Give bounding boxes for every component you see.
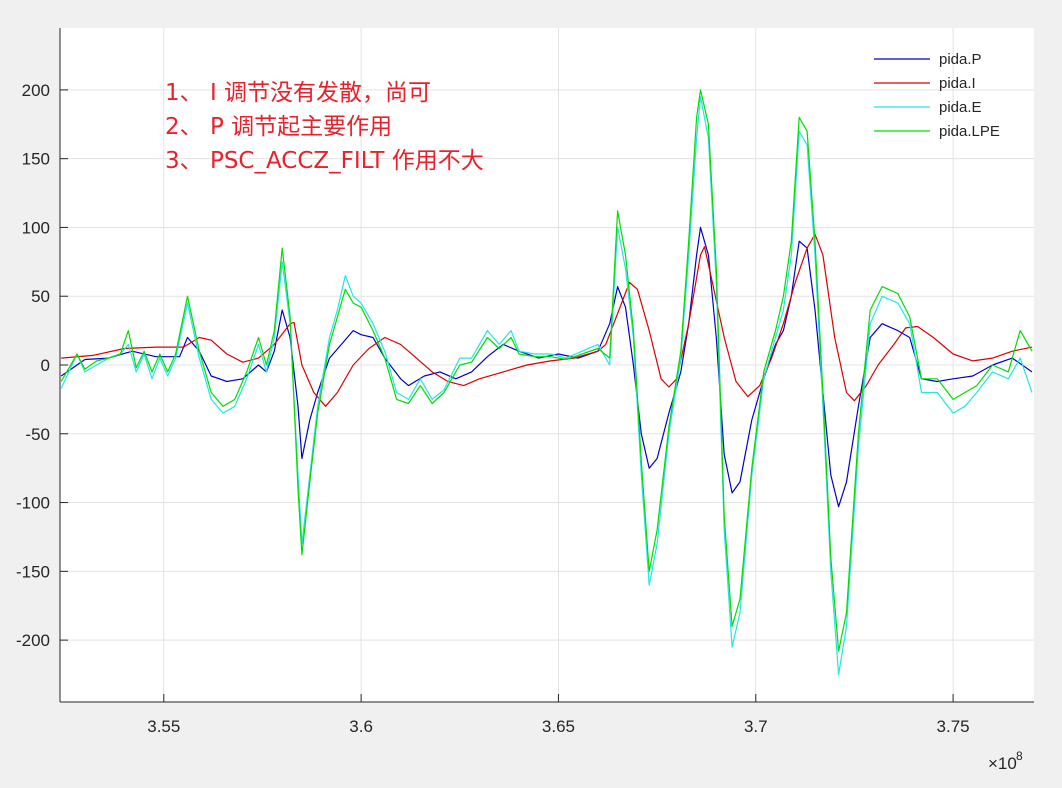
y-tick-label: 50 [31,287,50,306]
y-tick-label: -150 [16,562,50,581]
annotation-block: 1、 I 调节没有发散，尚可 2、 P 调节起主要作用 3、 PSC_ACCZ_… [165,80,484,174]
annotation-3: 3、 PSC_ACCZ_FILT 作用不大 [165,148,484,174]
x-tick-label: 3.7 [744,717,768,736]
annotation-1: 1、 I 调节没有发散，尚可 [165,80,431,106]
y-tick-label: -200 [16,631,50,650]
y-tick-label: -50 [25,425,50,444]
series-line-pida-lpe [60,89,1033,652]
legend-label-pida-e: pida.E [939,99,982,116]
grid [60,28,1034,702]
legend-label-pida-p: pida.P [939,51,982,68]
series-lines [60,89,1033,676]
y-tick-label: 150 [22,150,50,169]
x-exponent-label: ×10 8 [988,749,1023,773]
x-tick-label: 3.65 [542,717,575,736]
y-tick-label: 200 [22,81,50,100]
y-tick-label: 100 [22,218,50,237]
y-tick-label: -100 [16,494,50,513]
legend: pida.P pida.I pida.E pida.LPE [874,51,1000,140]
y-tick-label: 0 [41,356,50,375]
legend-label-pida-i: pida.I [939,75,976,92]
x-tick-label: 3.6 [349,717,373,736]
tick-labels: 3.55 3.6 3.65 3.7 3.75 200 150 100 50 0 -50 -100 -15… [16,81,970,736]
axes-frame [59,28,1034,703]
x-tick-label: 3.75 [937,717,970,736]
x-tick-label: 3.55 [147,717,180,736]
legend-label-pida-lpe: pida.LPE [939,123,1000,140]
x-exponent-base: ×10 [988,754,1017,773]
series-line-pida-e [60,96,1033,676]
annotation-2: 2、 P 调节起主要作用 [165,114,392,140]
x-exponent-power: 8 [1016,749,1023,763]
